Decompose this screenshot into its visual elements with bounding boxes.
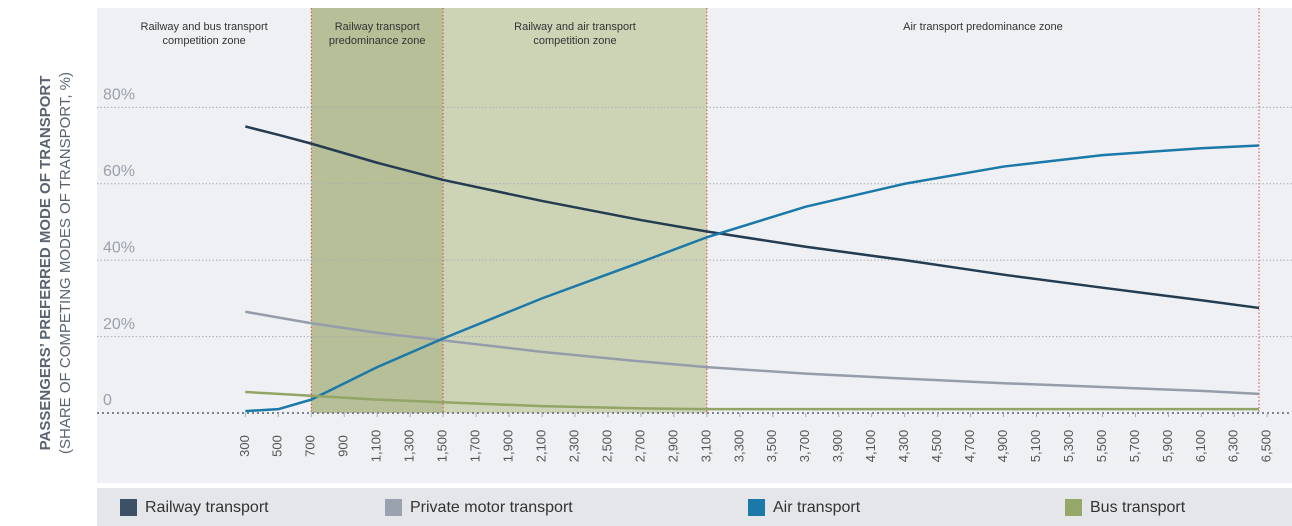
zone-label: Railway and air transport xyxy=(514,21,636,33)
x-tick-label: 5,900 xyxy=(1160,430,1175,463)
x-tick-label: 500 xyxy=(270,435,285,457)
legend-swatch xyxy=(748,499,765,516)
x-tick-label: 1,100 xyxy=(369,430,384,463)
x-tick-label: 1,300 xyxy=(402,430,417,463)
legend-swatch xyxy=(385,499,402,516)
x-tick-label: 1,500 xyxy=(435,430,450,463)
zone-label: Railway and bus transport xyxy=(141,21,268,33)
legend-label: Private motor transport xyxy=(410,499,573,516)
x-tick-label: 2,500 xyxy=(599,430,614,463)
x-tick-label: 6,300 xyxy=(1226,430,1241,463)
x-tick-label: 4,900 xyxy=(995,430,1010,463)
zones: Railway and bus transport competition zon… xyxy=(97,8,1260,413)
zone xyxy=(97,8,312,413)
zone-label: Railway transport xyxy=(335,21,420,33)
series-line xyxy=(245,125,1260,310)
zone-label: predominance zone xyxy=(329,35,426,47)
x-tick-label: 2,300 xyxy=(566,430,581,463)
x-tick-label: 4,300 xyxy=(896,430,911,463)
x-tick-label: 3,500 xyxy=(764,430,779,463)
legend-background xyxy=(97,488,1292,526)
zone-label: competition zone xyxy=(533,35,616,47)
zone-label: Air transport predominance zone xyxy=(903,21,1063,33)
legend-label: Railway transport xyxy=(145,499,269,516)
x-tick-label: 300 xyxy=(237,435,252,457)
x-tick-label: 4,500 xyxy=(929,430,944,463)
y-axis-subtitle: (SHARE OF COMPETING MODES OF TRANSPORT, … xyxy=(57,72,74,454)
lines xyxy=(245,125,1260,413)
x-tick-label: 6,100 xyxy=(1193,430,1208,463)
legend-swatch xyxy=(120,499,137,516)
x-tick-label: 1,700 xyxy=(468,430,483,463)
x-tick-label: 3,100 xyxy=(698,430,713,463)
y-tick-label: 80% xyxy=(103,87,135,104)
zone xyxy=(443,8,707,413)
legend-swatch xyxy=(1065,499,1082,516)
x-tick-label: 4,700 xyxy=(962,430,977,463)
x-tick-label: 5,100 xyxy=(1028,430,1043,463)
y-tick-label: 20% xyxy=(103,316,135,333)
x-tick-label: 5,500 xyxy=(1094,430,1109,463)
series-line xyxy=(245,144,1260,413)
x-tick-label: 2,100 xyxy=(533,430,548,463)
y-axis-title: PASSENGERS’ PREFERRED MODE OF TRANSPORT xyxy=(37,76,54,451)
grid xyxy=(97,106,1292,414)
y-tick-label: 60% xyxy=(103,163,135,180)
series-line xyxy=(245,390,1260,411)
x-tick-label: 3,300 xyxy=(731,430,746,463)
x-tick-label: 5,300 xyxy=(1061,430,1076,463)
x-tick-label: 4,100 xyxy=(863,430,878,463)
x-tick-label: 900 xyxy=(336,435,351,457)
x-tick-label: 3,900 xyxy=(830,430,845,463)
zone-label: competition zone xyxy=(163,35,246,47)
axes: 0 20% 40% 60% 80% 300 500 700 900 1,100 1,300 1,500… xyxy=(103,87,1274,463)
legend-label: Bus transport xyxy=(1090,499,1186,516)
x-tick-label: 5,700 xyxy=(1127,430,1142,463)
legend-label: Air transport xyxy=(773,499,861,516)
x-tick-label: 700 xyxy=(303,435,318,457)
zone xyxy=(706,8,1260,413)
x-tick-label: 2,900 xyxy=(665,430,680,463)
y-tick-label: 40% xyxy=(103,239,135,256)
x-tick-label: 1,900 xyxy=(501,430,516,463)
x-tick-label: 2,700 xyxy=(632,430,647,463)
x-tick-label: 6,500 xyxy=(1259,430,1274,463)
y-tick-label: 0 xyxy=(103,392,112,409)
x-tick-label: 3,700 xyxy=(797,430,812,463)
zone xyxy=(311,8,444,413)
series-line xyxy=(245,310,1260,396)
